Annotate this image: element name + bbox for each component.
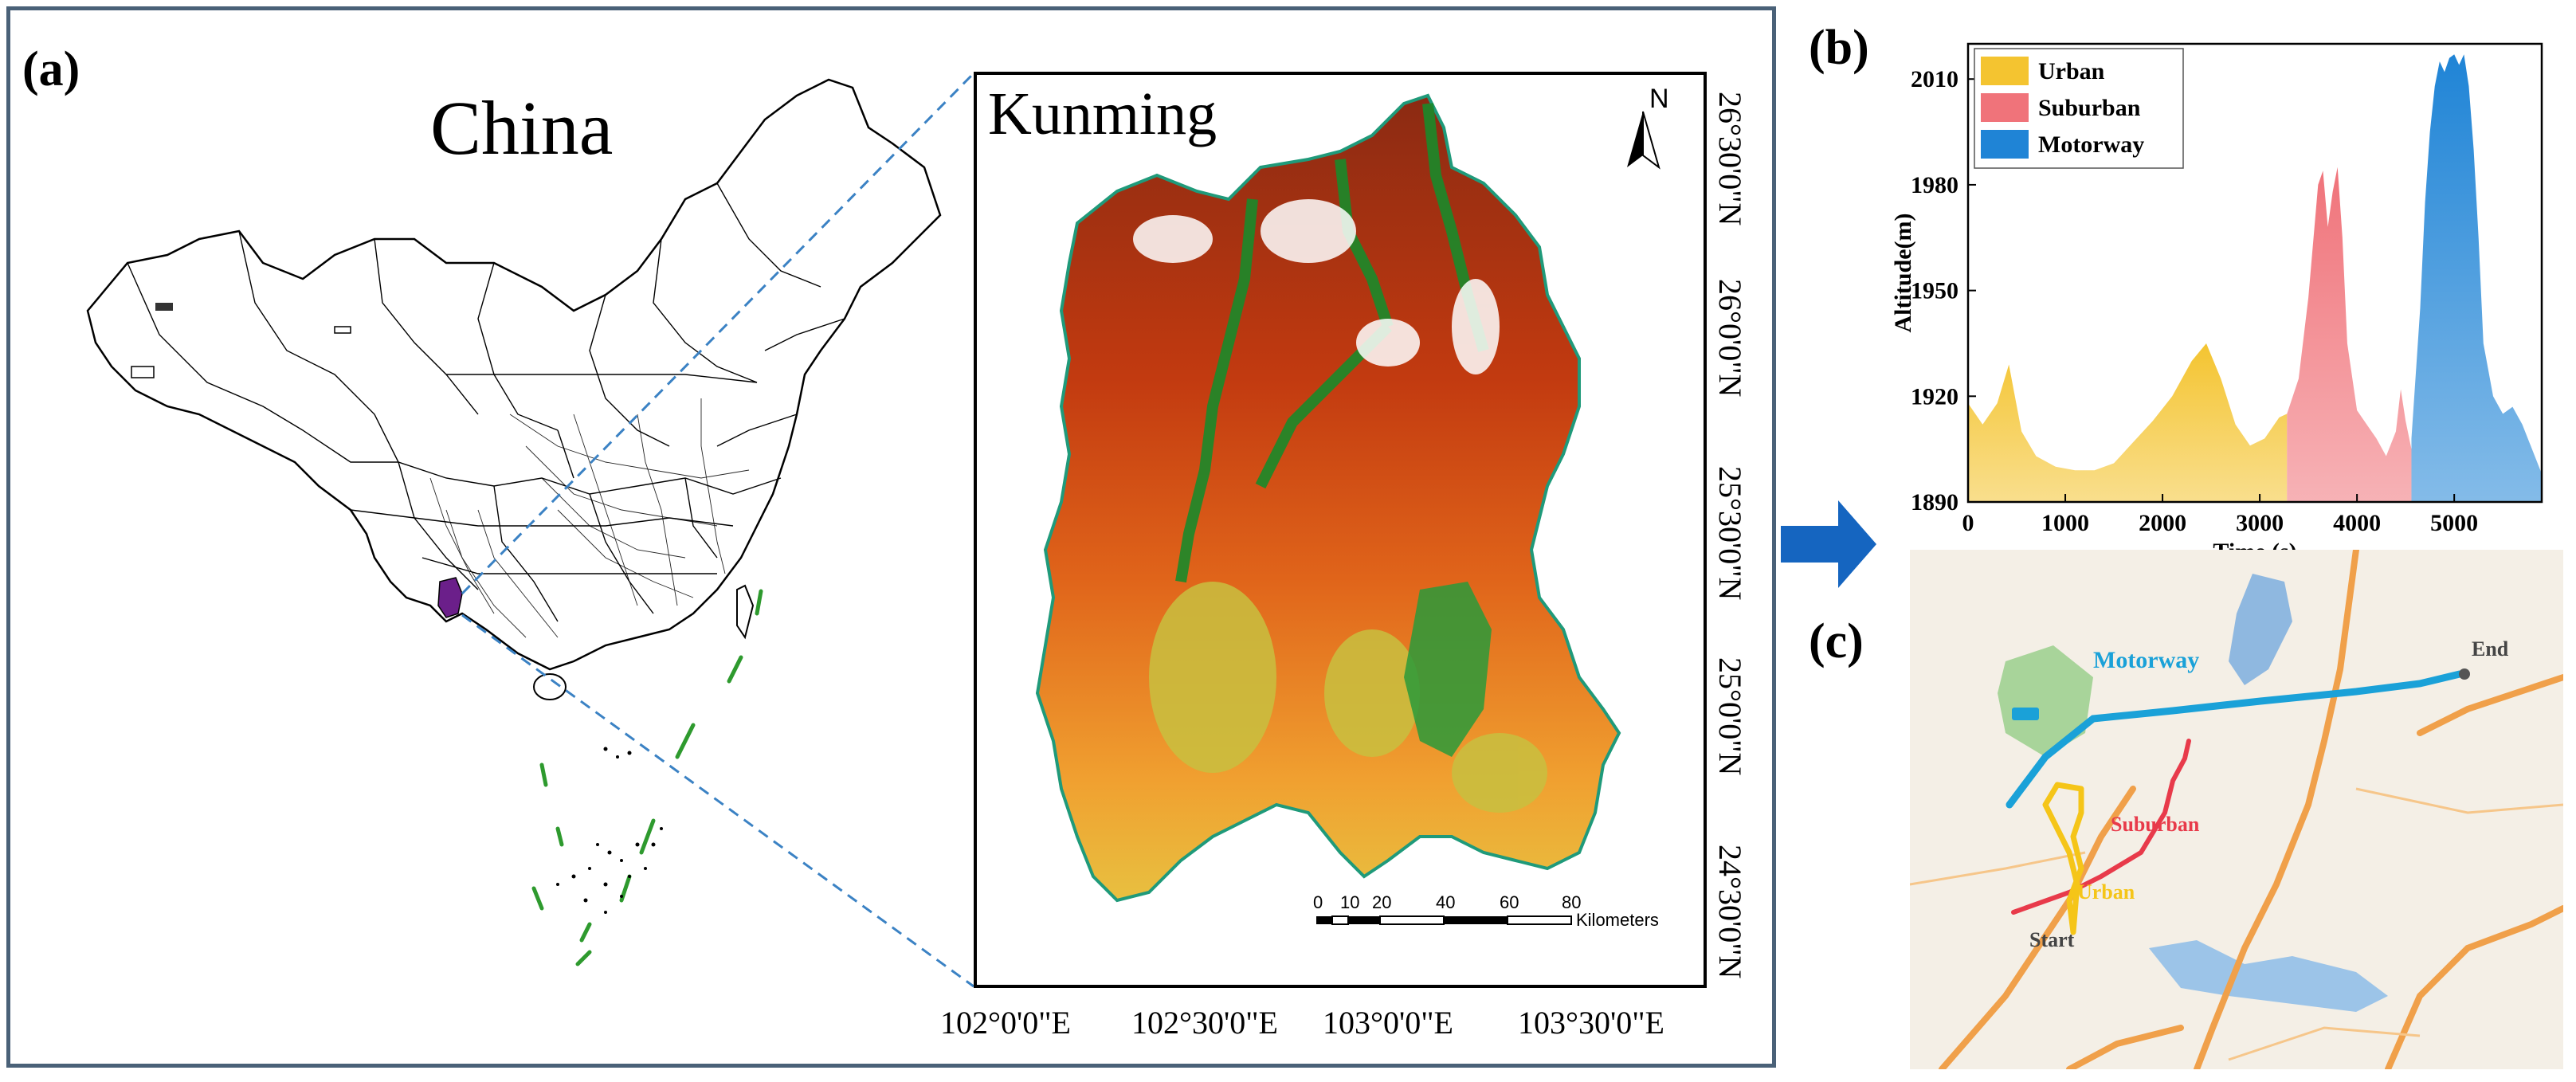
suburban-label: Suburban bbox=[2111, 813, 2200, 836]
north-arrow bbox=[1627, 111, 1660, 170]
y-tick-label: 1980 bbox=[1911, 172, 1958, 198]
urban-label: Urban bbox=[2077, 880, 2135, 904]
altitude-chart: 1890 1920 1950 1980 2010 0 1000 2000 3000 4000 500… bbox=[1890, 42, 2543, 550]
y-tick-label: 1890 bbox=[1911, 489, 1958, 516]
scale-unit: Kilometers bbox=[1576, 910, 1659, 930]
lon-label: 103°30'0"E bbox=[1518, 1005, 1664, 1041]
scale-bar: 0 10 20 40 60 80 Kilometers bbox=[1313, 892, 1659, 930]
scale-tick: 10 bbox=[1340, 892, 1359, 912]
series-area-suburban bbox=[2287, 167, 2412, 503]
legend-label: Suburban bbox=[2038, 95, 2141, 121]
motorway-label: Motorway bbox=[2093, 647, 2200, 673]
lat-label: 25°30'0"N bbox=[1712, 466, 1748, 601]
x-axis-title: Time (s) bbox=[2213, 539, 2296, 550]
scale-tick: 40 bbox=[1436, 892, 1455, 912]
lon-label: 103°0'0"E bbox=[1323, 1005, 1453, 1041]
y-axis-title: Altitude(m) bbox=[1890, 214, 1916, 333]
china-title: China bbox=[430, 85, 614, 171]
end-label: End bbox=[2472, 637, 2509, 661]
x-tick-label: 5000 bbox=[2430, 510, 2478, 536]
kunming-elevation-map: N 0 10 20 40 60 80 Kilometers bbox=[1035, 84, 1669, 930]
legend-label: Motorway bbox=[2038, 131, 2144, 158]
x-tick-label: 4000 bbox=[2333, 510, 2381, 536]
panel-b-letter: (b) bbox=[1809, 21, 1869, 75]
kunming-title: Kunming bbox=[988, 80, 1217, 147]
start-label: Start bbox=[2029, 928, 2075, 951]
lat-label: 26°0'0"N bbox=[1712, 279, 1748, 398]
scale-tick: 20 bbox=[1372, 892, 1391, 912]
lat-label: 25°0'0"N bbox=[1712, 657, 1748, 776]
y-tick-label: 2010 bbox=[1911, 66, 1958, 92]
lon-label: 102°30'0"E bbox=[1131, 1005, 1278, 1041]
x-tick-label: 1000 bbox=[2041, 510, 2089, 536]
series-area-motorway bbox=[2411, 54, 2542, 502]
legend-swatch bbox=[1981, 57, 2029, 85]
panel-a-letter: (a) bbox=[22, 42, 80, 96]
route-map: Motorway Suburban Urban Start End bbox=[1910, 550, 2563, 1069]
lon-label: 102°0'0"E bbox=[940, 1005, 1071, 1041]
scale-tick: 0 bbox=[1313, 892, 1323, 912]
legend-label: Urban bbox=[2038, 58, 2105, 84]
x-tick-label: 3000 bbox=[2236, 510, 2284, 536]
right-arrow-icon bbox=[1781, 500, 1876, 588]
x-tick-label: 0 bbox=[1962, 510, 1974, 536]
kunming-highlight bbox=[437, 577, 463, 618]
y-tick-label: 1950 bbox=[1911, 278, 1958, 304]
legend-swatch bbox=[1981, 130, 2029, 159]
scale-tick: 80 bbox=[1562, 892, 1581, 912]
panel-a-frame bbox=[6, 6, 1776, 1068]
north-label: N bbox=[1649, 84, 1669, 114]
series-area-urban bbox=[1968, 343, 2288, 502]
route-map-canvas bbox=[1910, 550, 2563, 1069]
x-tick-label: 2000 bbox=[2139, 510, 2186, 536]
lat-label: 24°30'0"N bbox=[1712, 845, 1748, 979]
china-outline-map bbox=[86, 72, 975, 988]
plot-frame bbox=[1966, 42, 2543, 504]
legend-swatch bbox=[1981, 93, 2029, 122]
y-tick-label: 1920 bbox=[1911, 383, 1958, 410]
scale-tick: 60 bbox=[1500, 892, 1519, 912]
panel-c-letter: (c) bbox=[1809, 614, 1864, 668]
lat-label: 26°30'0"N bbox=[1712, 92, 1748, 226]
